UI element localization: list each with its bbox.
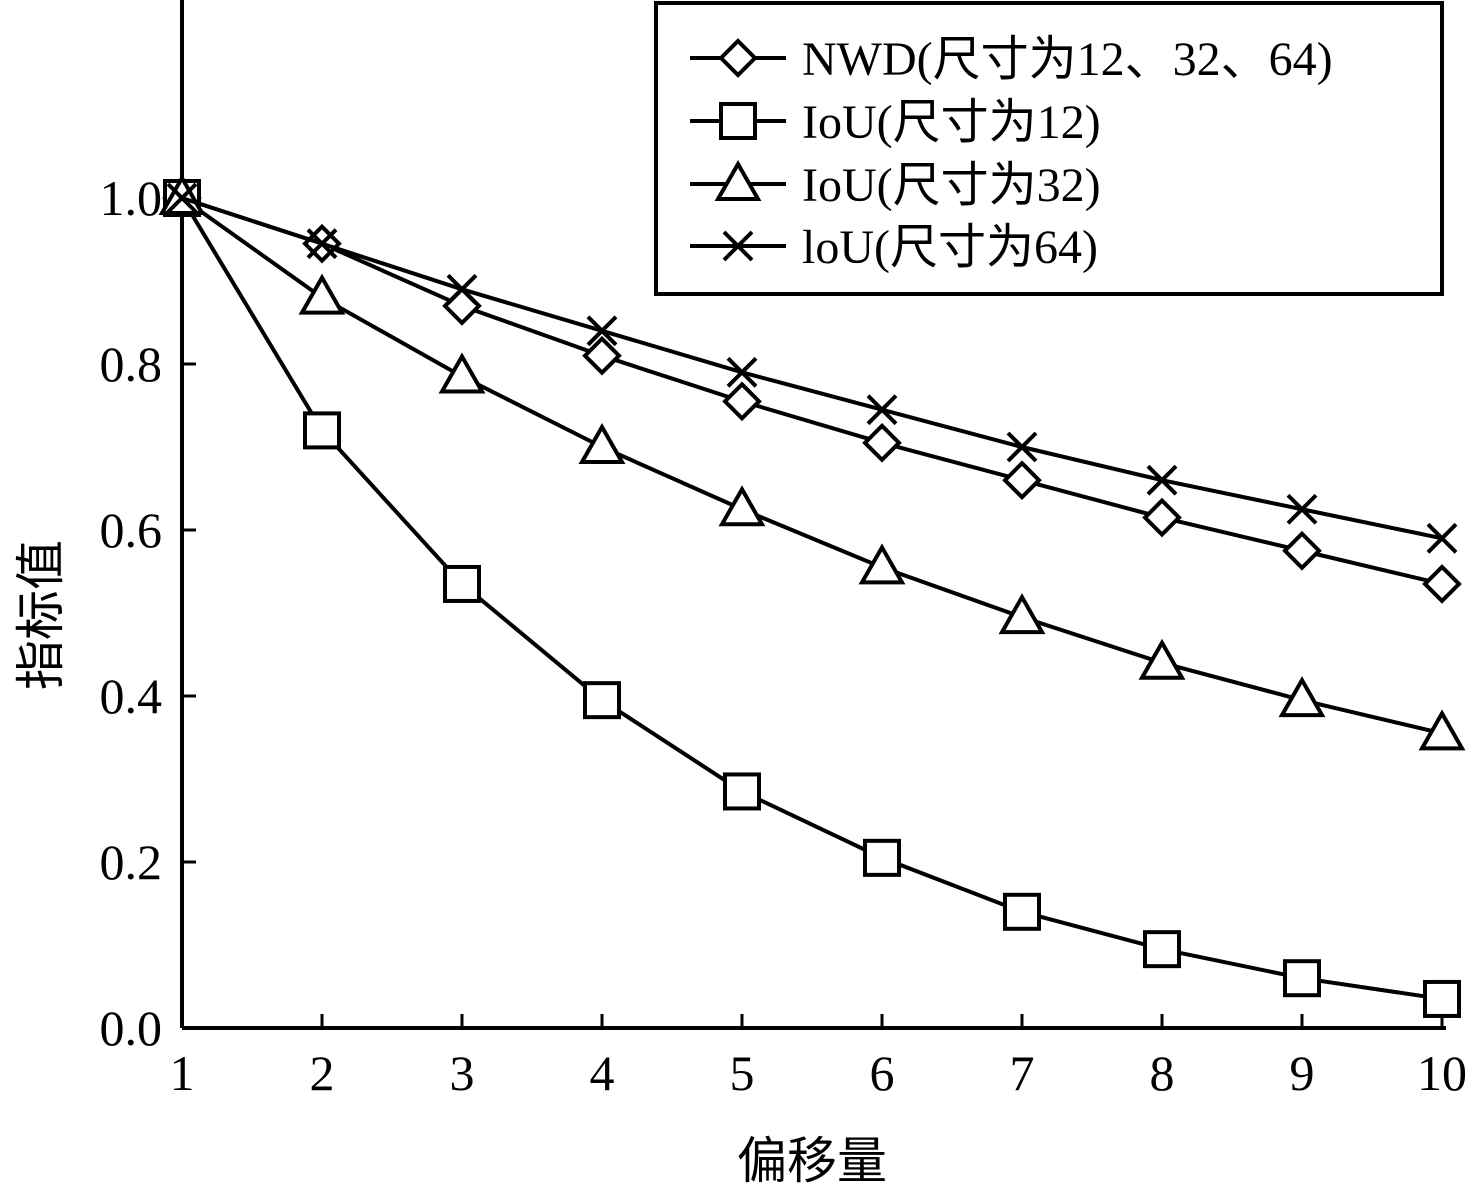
data-point-diamond — [718, 38, 758, 78]
data-point-x — [866, 394, 898, 426]
data-point-square — [443, 564, 481, 603]
y-axis-title: 指标值 — [12, 540, 70, 690]
data-point-diamond — [862, 423, 902, 463]
y-tick-label: 0.2 — [100, 834, 163, 890]
data-point-x — [446, 273, 478, 305]
data-point-diamond — [1282, 530, 1322, 571]
series-square — [163, 179, 1461, 1018]
x-tick-label: 10 — [1417, 1045, 1467, 1101]
data-point-x — [306, 228, 338, 260]
data-point-square — [863, 838, 901, 877]
x-tick-label: 2 — [310, 1045, 335, 1101]
data-point-triangle — [858, 543, 906, 585]
legend-item: IoU(尺寸为32) — [690, 159, 1101, 212]
x-tick-label: 6 — [870, 1045, 895, 1101]
data-point-square — [1423, 979, 1461, 1018]
series-line — [180, 196, 1443, 736]
y-tick-label: 0.8 — [100, 336, 163, 392]
x-tick-label: 7 — [1010, 1045, 1035, 1101]
data-point-triangle — [1138, 638, 1186, 680]
data-point-x — [726, 356, 758, 388]
x-tick-label: 8 — [1150, 1045, 1175, 1101]
x-tick-label: 3 — [450, 1045, 475, 1101]
y-tick-label: 0.6 — [100, 502, 163, 558]
series-triangle — [158, 173, 1466, 751]
legend-box — [654, 1, 1444, 296]
x-tick-label: 9 — [1290, 1045, 1315, 1101]
data-point-triangle — [998, 593, 1046, 635]
series-line — [181, 196, 1443, 541]
data-point-x — [722, 230, 754, 262]
axes: 1 2 3 4 5 6 7 8 9 10 0.0 0.2 0.4 0.6 0.8 1.0 — [100, 0, 1467, 1101]
x-axis-title: 偏移量 — [737, 1132, 887, 1190]
x-tick-label: 5 — [730, 1045, 755, 1101]
data-point-triangle — [298, 273, 346, 315]
series-layer — [158, 173, 1466, 1018]
data-point-triangle — [718, 485, 766, 527]
legend-label: NWD(尺寸为12、32、64) — [802, 33, 1333, 86]
data-point-x — [1146, 464, 1178, 496]
legend-item: NWD(尺寸为12、32、64) — [690, 33, 1333, 86]
data-point-x — [1426, 522, 1458, 554]
legend-label: IoU(尺寸为12) — [802, 96, 1101, 149]
y-tick-label: 0.4 — [100, 668, 163, 724]
data-point-triangle — [1418, 709, 1466, 751]
data-point-triangle — [578, 422, 626, 464]
data-point-x — [1006, 431, 1038, 463]
data-point-diamond — [1422, 564, 1462, 604]
data-point-square — [723, 772, 761, 811]
data-point-x — [166, 182, 198, 214]
data-point-diamond — [1142, 497, 1182, 538]
series-line — [180, 196, 1443, 1001]
data-point-diamond — [582, 335, 622, 376]
data-point-square — [303, 411, 341, 450]
x-tick-label: 4 — [590, 1045, 615, 1101]
data-point-square — [1003, 892, 1041, 931]
data-point-square — [1283, 959, 1321, 998]
legend-item: IoU(尺寸为12) — [690, 96, 1101, 149]
data-point-triangle — [714, 159, 762, 201]
data-point-square — [583, 681, 621, 720]
data-point-triangle — [1278, 676, 1326, 718]
y-tick-label: 0.0 — [100, 1000, 163, 1056]
data-point-diamond — [722, 381, 762, 422]
legend-item: loU(尺寸为64) — [690, 221, 1098, 274]
data-point-diamond — [1002, 460, 1042, 501]
legend: NWD(尺寸为12、32、64) IoU(尺寸为12) IoU(尺寸为32) loU(… — [654, 1, 1444, 296]
data-point-x — [1286, 493, 1318, 525]
legend-label: IoU(尺寸为32) — [802, 159, 1101, 212]
data-point-square — [719, 102, 757, 140]
legend-label: loU(尺寸为64) — [802, 221, 1098, 274]
series-x — [166, 182, 1458, 554]
data-point-square — [1143, 930, 1181, 969]
x-tick-label: 1 — [170, 1045, 195, 1101]
data-point-triangle — [438, 352, 486, 394]
y-tick-label: 1.0 — [100, 170, 163, 226]
series-line — [181, 196, 1443, 586]
data-point-x — [586, 315, 618, 347]
